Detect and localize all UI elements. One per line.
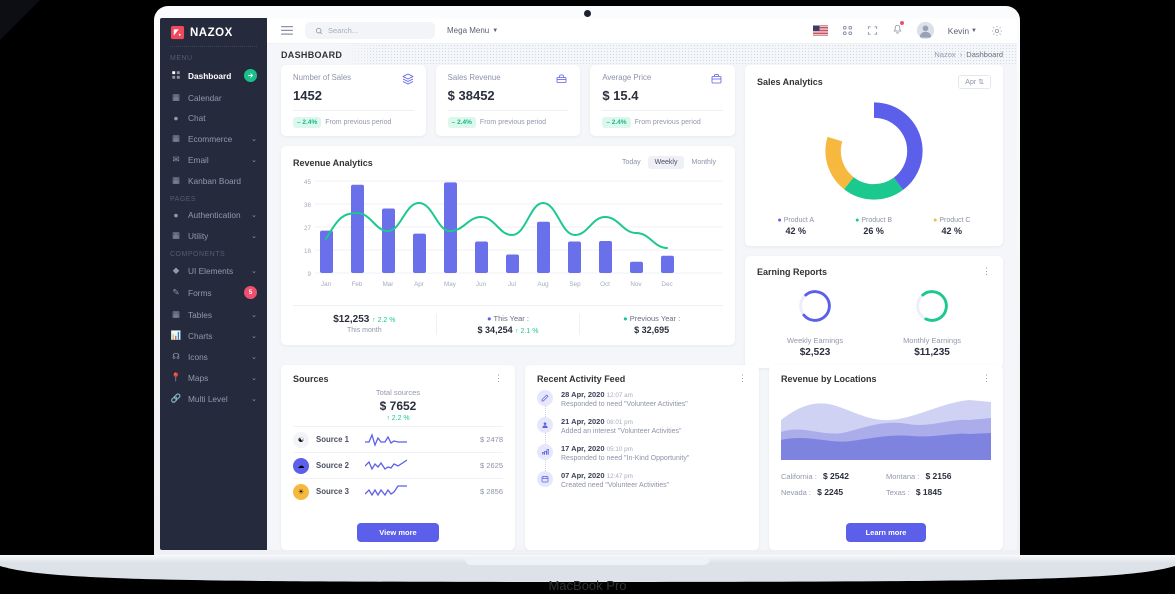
svg-text:Nov: Nov (630, 281, 642, 288)
svg-text:Oct: Oct (600, 281, 610, 288)
svg-text:Apr: Apr (414, 281, 424, 288)
svg-text:27: 27 (304, 225, 312, 232)
svg-text:18: 18 (304, 248, 312, 255)
svg-text:Jan: Jan (321, 281, 332, 288)
svg-text:45: 45 (304, 179, 312, 186)
svg-text:Jul: Jul (508, 281, 516, 288)
svg-text:36: 36 (304, 202, 312, 209)
svg-text:Dec: Dec (661, 281, 672, 288)
svg-text:Aug: Aug (537, 281, 549, 288)
svg-text:Mar: Mar (383, 281, 394, 288)
svg-text:9: 9 (307, 271, 311, 278)
svg-text:Sep: Sep (569, 281, 581, 288)
svg-text:Feb: Feb (352, 281, 363, 288)
svg-text:Jun: Jun (476, 281, 487, 288)
svg-text:May: May (444, 281, 457, 288)
